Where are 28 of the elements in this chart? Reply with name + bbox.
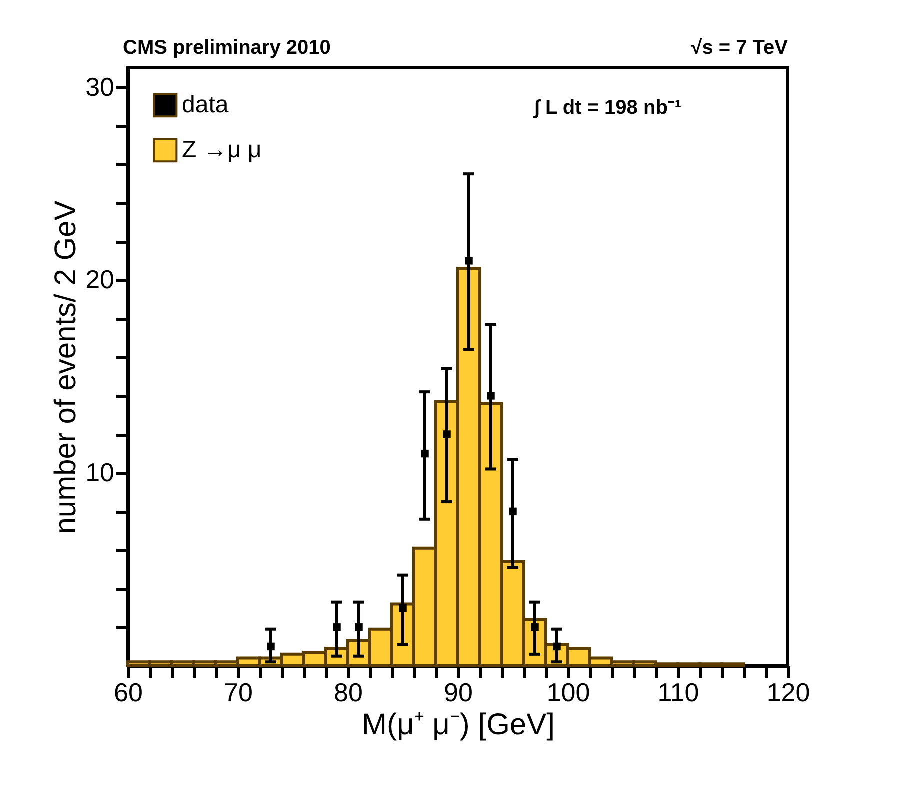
x-tick-label: 90	[444, 678, 473, 708]
point	[333, 624, 341, 632]
point	[531, 624, 539, 632]
y-tick-label: 20	[86, 264, 114, 295]
text: CMS preliminary 2010	[123, 37, 331, 59]
text: √s = 7 TeV	[691, 37, 789, 59]
point	[355, 624, 363, 632]
y-tick-label: 10	[86, 458, 114, 488]
point	[421, 450, 429, 458]
x-tick-label: 60	[114, 678, 143, 708]
point	[465, 257, 473, 265]
annotation: ∫ L dt = 198 nb⁻¹	[532, 97, 682, 119]
point	[399, 604, 407, 612]
x-tick-label: 110	[658, 678, 700, 708]
x-tick-label: 100	[546, 678, 590, 708]
x-tick-label: 70	[224, 678, 253, 708]
point	[509, 508, 517, 516]
point	[553, 642, 561, 651]
point	[267, 642, 275, 651]
legend-label: data	[182, 92, 230, 118]
point	[443, 430, 451, 438]
point	[487, 392, 495, 400]
y-tick-label: 30	[86, 72, 114, 102]
x-tick-label: 120	[766, 678, 810, 708]
legend-label: Z →μ μ	[182, 136, 262, 164]
x-axis-title: M(μ⁺ μ⁻) [GeV]	[362, 708, 555, 742]
x-tick-label: 80	[334, 678, 363, 708]
y-axis-title: number of events/ 2 GeV	[50, 200, 83, 534]
